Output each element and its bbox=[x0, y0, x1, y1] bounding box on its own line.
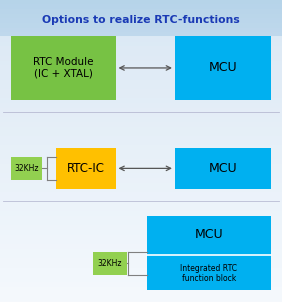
Text: Integrated RTC
function block: Integrated RTC function block bbox=[180, 264, 237, 283]
Bar bbox=[11, 36, 116, 100]
Bar bbox=[56, 148, 116, 189]
Bar bbox=[147, 216, 271, 290]
Text: MCU: MCU bbox=[194, 227, 223, 241]
Bar bbox=[93, 252, 127, 275]
Text: MCU: MCU bbox=[208, 61, 237, 75]
Text: MCU: MCU bbox=[208, 162, 237, 175]
Text: RTC Module
(IC + XTAL): RTC Module (IC + XTAL) bbox=[33, 57, 94, 79]
Text: RTC-IC: RTC-IC bbox=[67, 162, 105, 175]
Text: 32KHz: 32KHz bbox=[98, 259, 122, 268]
Bar bbox=[175, 148, 271, 189]
Text: Options to realize RTC-functions: Options to realize RTC-functions bbox=[42, 14, 240, 25]
Bar bbox=[11, 157, 42, 180]
Text: 32KHz: 32KHz bbox=[15, 164, 39, 173]
Bar bbox=[175, 36, 271, 100]
Bar bbox=[0, 36, 282, 302]
